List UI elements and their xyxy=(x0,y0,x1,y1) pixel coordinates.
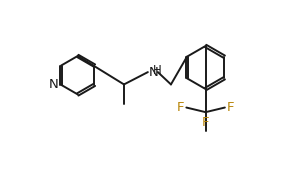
Text: N: N xyxy=(49,78,59,91)
Text: F: F xyxy=(176,101,184,114)
Text: H: H xyxy=(153,64,162,77)
Text: F: F xyxy=(202,116,209,129)
Text: N: N xyxy=(149,66,158,79)
Text: F: F xyxy=(227,101,235,114)
